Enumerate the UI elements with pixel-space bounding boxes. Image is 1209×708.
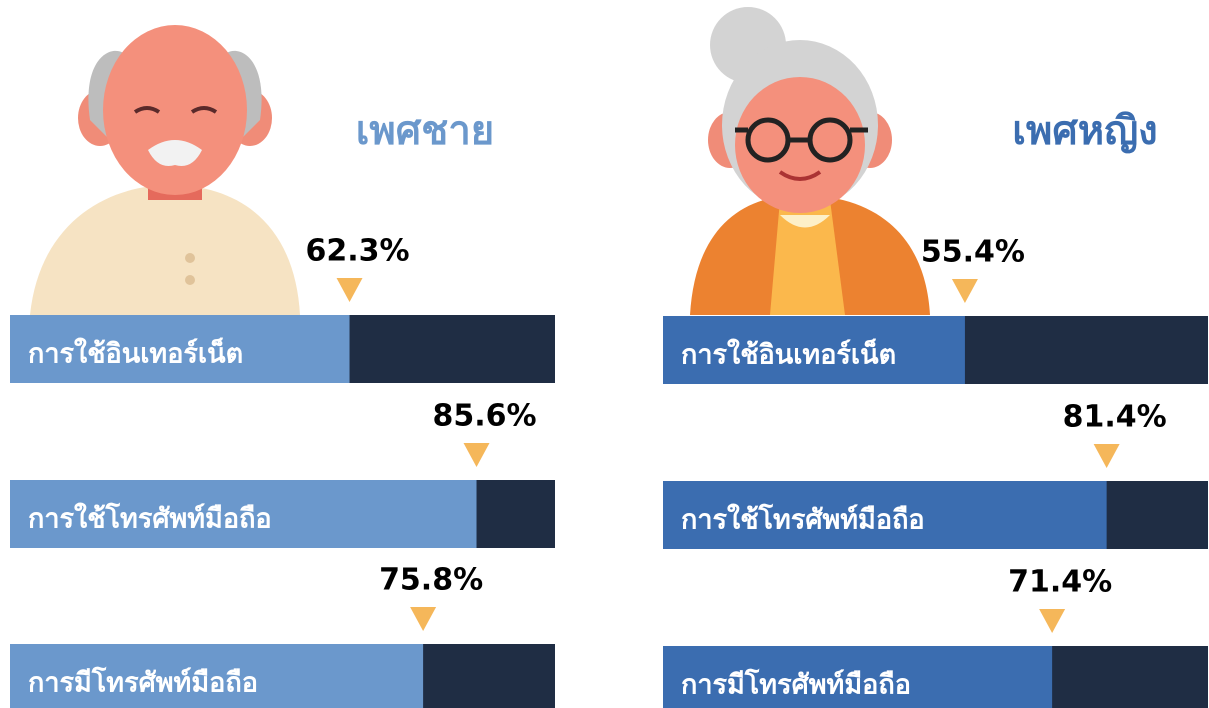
value-pointer: [410, 607, 437, 631]
category-label: การใช้อินเทอร์เน็ต: [28, 336, 243, 370]
bar: [663, 481, 1107, 549]
value-pointer: [1093, 444, 1120, 468]
value-label: 71.4%: [1008, 565, 1112, 600]
bar: [663, 316, 965, 384]
value-label: 55.4%: [921, 235, 1025, 270]
bar: [10, 480, 477, 548]
category-label: การใช้โทรศัพท์มือถือ: [28, 502, 272, 535]
woman-illustration: [690, 7, 930, 315]
value-pointer: [463, 443, 490, 467]
category-label: การมีโทรศัพท์มือถือ: [681, 668, 911, 701]
value-pointer: [336, 278, 363, 302]
value-pointer: [1039, 609, 1066, 633]
bar: [10, 644, 424, 708]
chart-title: เพศชาย: [356, 108, 494, 154]
value-label: 81.4%: [1063, 400, 1167, 435]
category-label: การมีโทรศัพท์มือถือ: [28, 666, 258, 699]
chart-title: เพศหญิง: [1012, 108, 1157, 154]
category-label: การใช้โทรศัพท์มือถือ: [681, 503, 925, 536]
bar: [10, 315, 350, 383]
bar: [663, 646, 1053, 708]
value-label: 62.3%: [305, 234, 409, 269]
value-pointer: [951, 279, 978, 303]
value-label: 85.6%: [432, 399, 536, 434]
category-label: การใช้อินเทอร์เน็ต: [681, 337, 896, 371]
value-label: 75.8%: [379, 563, 483, 598]
man-illustration: [30, 25, 300, 315]
